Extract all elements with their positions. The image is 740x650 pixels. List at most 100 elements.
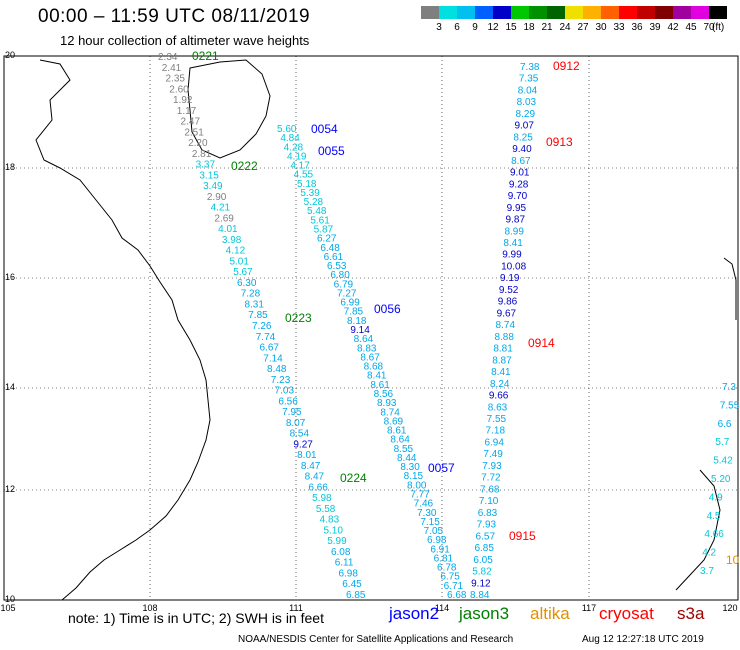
swh-value: 8.83 — [357, 343, 377, 354]
footer-timestamp: Aug 12 12:27:18 UTC 2019 — [582, 634, 704, 645]
colorbar-swatch — [547, 6, 565, 19]
swh-value: 8.88 — [494, 332, 514, 343]
satellite-legend-cryosat: cryosat — [599, 604, 654, 623]
swh-value: 5.99 — [327, 536, 347, 547]
swh-value: 8.41 — [367, 371, 387, 382]
pass-time-label: 0221 — [192, 49, 219, 63]
footer-credit: NOAA/NESDIS Center for Satellite Applica… — [238, 634, 514, 645]
pass-time-label: 0912 — [553, 59, 580, 73]
swh-value: 4.21 — [211, 203, 231, 214]
colorbar-tick-label: 33 — [613, 22, 625, 33]
swh-value: 9.27 — [293, 439, 313, 450]
swh-value: 1.92 — [173, 95, 193, 106]
swh-value: 9.19 — [500, 273, 520, 284]
swh-value: 3.37 — [196, 160, 216, 171]
colorbar-swatch — [439, 6, 457, 19]
pass-time-label: 0224 — [340, 471, 367, 485]
swh-value: 6.68 — [447, 590, 467, 601]
swh-value: 6.79 — [334, 279, 354, 290]
colorbar-swatch — [475, 6, 493, 19]
colorbar-tick-label: 70 — [703, 22, 715, 33]
pass-time-label: 0054 — [311, 122, 338, 136]
swh-value: 6.6 — [718, 419, 732, 430]
swh-value: 5.98 — [312, 493, 332, 504]
colorbar-swatch — [583, 6, 601, 19]
swh-value: 8.84 — [470, 590, 490, 601]
latitude-label: 18 — [5, 162, 16, 172]
swh-value: 9.12 — [471, 578, 491, 589]
colorbar-swatch — [493, 6, 511, 19]
swh-value: 8.61 — [387, 426, 407, 437]
swh-value: 9.99 — [502, 250, 522, 261]
satellite-legend-altika: altika — [530, 604, 570, 623]
track-west: 2.342.412.352.601.921.172.472.512.202.81… — [158, 52, 366, 601]
map-subtitle: 12 hour collection of altimeter wave hei… — [60, 33, 310, 48]
swh-value: 6.56 — [278, 396, 298, 407]
swh-value: 8.00 — [407, 480, 427, 491]
colorbar-tick-label: 30 — [595, 22, 607, 33]
swh-value: 7.05 — [424, 526, 444, 537]
swh-value: 2.90 — [207, 192, 227, 203]
swh-value: 10.08 — [501, 261, 526, 272]
swh-value: 6.98 — [338, 568, 358, 579]
swh-value: 5.20 — [711, 474, 731, 485]
swh-value: 8.81 — [493, 344, 513, 355]
swh-value: 9.87 — [506, 215, 526, 226]
swh-value: 5.82 — [472, 567, 492, 578]
swh-value: 6.30 — [237, 278, 257, 289]
latitude-label: 20 — [5, 50, 16, 60]
swh-value: 4.2 — [702, 548, 716, 559]
swh-value: 6.91 — [430, 544, 450, 555]
swh-value: 1.17 — [177, 106, 197, 117]
swh-value: 7.85 — [248, 310, 268, 321]
swh-value: 8.04 — [518, 85, 538, 96]
graticule — [4, 56, 738, 600]
colorbar-tick-label: 21 — [541, 22, 553, 33]
swh-value: 2.60 — [169, 84, 189, 95]
swh-value: 6.85 — [474, 543, 494, 554]
swh-value: 7.55 — [720, 400, 740, 411]
swh-value: 7.77 — [410, 489, 430, 500]
swh-value: 7.30 — [417, 508, 437, 519]
swh-value: 9.14 — [350, 325, 370, 336]
swh-value: 8.54 — [290, 429, 310, 440]
swh-value: 7.74 — [256, 332, 276, 343]
swh-value: 6.57 — [476, 531, 496, 542]
swh-value: 4.19 — [287, 151, 307, 162]
swh-value: 8.68 — [364, 362, 384, 373]
swh-value: 2.34 — [158, 52, 178, 63]
swh-value: 4.01 — [218, 224, 238, 235]
swh-value: 5.61 — [310, 215, 330, 226]
latitude-label: 14 — [5, 382, 16, 392]
swh-value: 8.24 — [490, 379, 510, 390]
pass-time-label: 0056 — [374, 302, 401, 316]
swh-value: 8.55 — [394, 444, 414, 455]
latitude-label: 12 — [5, 484, 16, 494]
swh-value: 6.75 — [440, 572, 460, 583]
swh-value: 7.15 — [420, 517, 440, 528]
swh-value: 8.63 — [488, 402, 508, 413]
colorbar — [421, 6, 727, 19]
colorbar-swatch — [655, 6, 673, 19]
longitude-label: 117 — [581, 603, 597, 613]
swh-value: 5.60 — [277, 124, 297, 135]
swh-value: 6.81 — [434, 553, 454, 564]
colorbar-swatch — [619, 6, 637, 19]
swh-value: 5.42 — [713, 456, 733, 467]
colorbar-tick-label: 15 — [505, 22, 517, 33]
swh-value: 4.83 — [320, 515, 340, 526]
swh-value: 9.67 — [497, 308, 517, 319]
swh-value: 7.85 — [344, 307, 364, 318]
swh-value: 9.70 — [508, 191, 528, 202]
satellite-legend-s3a: s3a — [677, 604, 705, 623]
map-title: 00:00 – 11:59 UTC 08/11/2019 — [38, 6, 311, 27]
colorbar-swatch — [529, 6, 547, 19]
swh-value: 7.95 — [282, 407, 302, 418]
swh-value: 9.52 — [499, 285, 519, 296]
swh-value: 8.56 — [374, 389, 394, 400]
swh-value: 9.95 — [507, 203, 527, 214]
swh-value: 5.48 — [307, 206, 327, 217]
swh-value: 8.48 — [267, 364, 287, 375]
swh-value: 4.28 — [284, 142, 304, 153]
pass-time-label: 0913 — [546, 135, 573, 149]
